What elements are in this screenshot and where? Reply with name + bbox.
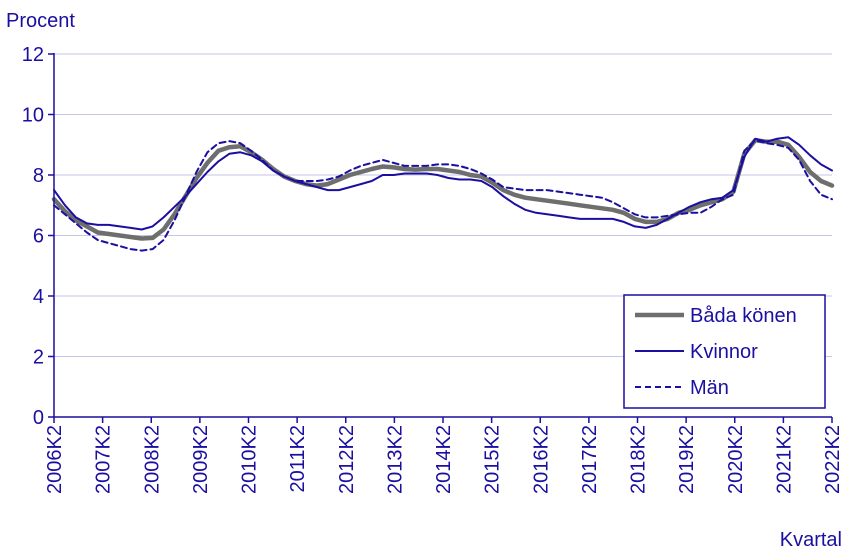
x-tick-label: 2008K2 <box>141 425 163 494</box>
x-tick-label: 2011K2 <box>287 425 309 492</box>
y-axis-label: Procent <box>6 10 75 32</box>
x-tick-label: 2018K2 <box>628 425 650 494</box>
y-tick-label: 12 <box>22 44 44 66</box>
x-tick-label: 2007K2 <box>93 425 115 494</box>
legend-label-women: Kvinnor <box>690 341 758 363</box>
legend-label-both: Båda könen <box>690 305 797 327</box>
x-axis-label: Kvartal <box>780 529 842 551</box>
x-tick-label: 2016K2 <box>530 425 552 494</box>
x-tick-label: 2022K2 <box>822 425 844 494</box>
legend: Båda könen Kvinnor Män <box>623 294 826 409</box>
x-tick-label: 2015K2 <box>482 425 504 494</box>
x-tick-label: 2013K2 <box>384 425 406 494</box>
series-line-men <box>53 139 833 252</box>
x-tick-label: 2010K2 <box>239 425 261 494</box>
legend-label-men: Män <box>690 377 729 399</box>
x-tick-label: 2009K2 <box>190 425 212 494</box>
x-tick-label: 2020K2 <box>725 425 747 494</box>
x-tick-label: 2006K2 <box>44 425 66 494</box>
y-tick-label: 10 <box>22 105 44 127</box>
series-lines <box>51 136 835 252</box>
series-line-women <box>53 136 833 231</box>
y-tick-label: 6 <box>33 226 44 248</box>
x-tick-label: 2012K2 <box>336 425 358 494</box>
y-tick-label: 0 <box>33 407 44 429</box>
x-tick-labels: 2006K2 2007K2 2008K2 2009K2 2010K2 2011K2 2012… <box>44 425 844 494</box>
x-tick-label: 2014K2 <box>433 425 455 494</box>
y-tick-labels: 0 2 4 6 8 10 12 <box>22 44 44 429</box>
y-tick-label: 8 <box>33 165 44 187</box>
axes <box>48 53 833 423</box>
x-tick-label: 2017K2 <box>579 425 601 494</box>
series-line-both <box>51 137 835 241</box>
y-tick-label: 2 <box>33 347 44 369</box>
x-tick-label: 2019K2 <box>676 425 698 494</box>
y-tick-label: 4 <box>33 286 44 308</box>
x-tick-label: 2021K2 <box>773 425 795 494</box>
